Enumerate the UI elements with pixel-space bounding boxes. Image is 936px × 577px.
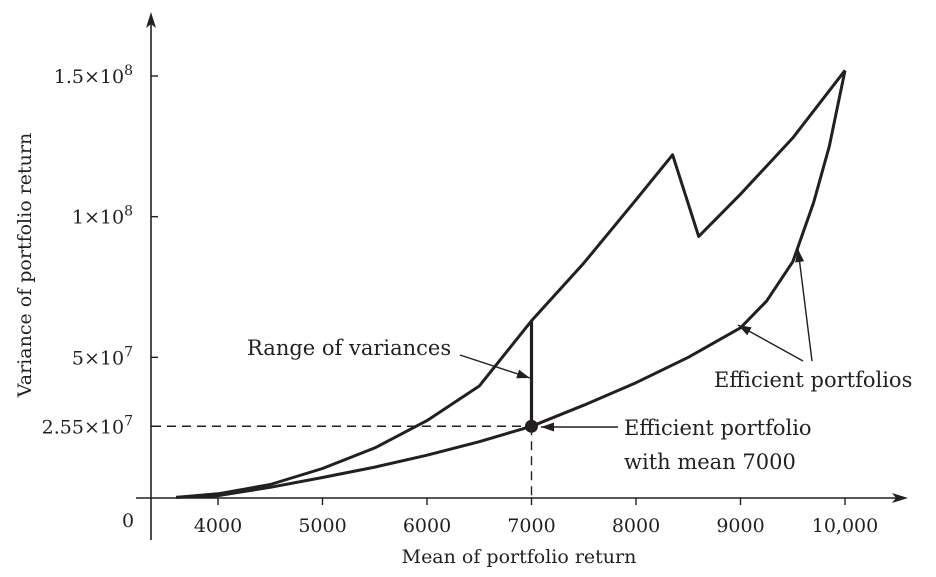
x-tick-label-3: 7000 bbox=[507, 515, 555, 537]
origin-label: 0 bbox=[122, 510, 134, 532]
x-tick-label-5: 9000 bbox=[716, 515, 764, 537]
efficient-portfolio-mean-label: with mean 7000 bbox=[624, 450, 796, 474]
x-tick-label-4: 8000 bbox=[612, 515, 660, 537]
y-axis-arrowhead bbox=[146, 12, 156, 28]
y-tick-label-3: 1.5×108 bbox=[54, 63, 133, 88]
efficient-portfolio-label: Efficient portfolio bbox=[624, 416, 812, 440]
range-of-variances-arrow bbox=[459, 354, 531, 379]
efficient-portfolios-arrow-upper bbox=[795, 248, 813, 362]
guide-lines bbox=[152, 425, 533, 498]
x-tick-label-0: 4000 bbox=[194, 515, 242, 537]
x-tick-label-6: 10,000 bbox=[812, 515, 878, 537]
efficient-portfolios-label: Efficient portfolios bbox=[714, 368, 912, 392]
efficient-portfolio-arrow bbox=[541, 422, 618, 432]
y-axis-title: Variance of portfolio return bbox=[14, 133, 36, 398]
annotation-arrows bbox=[459, 248, 813, 432]
x-axis-arrowhead bbox=[892, 493, 908, 503]
ticks: 4000 5000 6000 7000 8000 9000 10,000 2.55×107 5×… bbox=[42, 63, 879, 537]
range-of-variances-label: Range of variances bbox=[247, 336, 451, 360]
y-tick-label-0: 2.55×107 bbox=[42, 413, 133, 438]
x-tick-label-1: 5000 bbox=[298, 515, 346, 537]
axes bbox=[136, 12, 908, 540]
x-tick-label-2: 6000 bbox=[403, 515, 451, 537]
y-tick-label-1: 5×107 bbox=[72, 344, 133, 369]
series-curve-1 bbox=[176, 70, 847, 499]
efficient-portfolio-marker bbox=[525, 419, 538, 433]
efficient-portfolios-arrow-lower bbox=[737, 324, 804, 362]
y-tick-label-2: 1×108 bbox=[72, 204, 133, 229]
x-axis-title: Mean of portfolio return bbox=[402, 546, 637, 568]
